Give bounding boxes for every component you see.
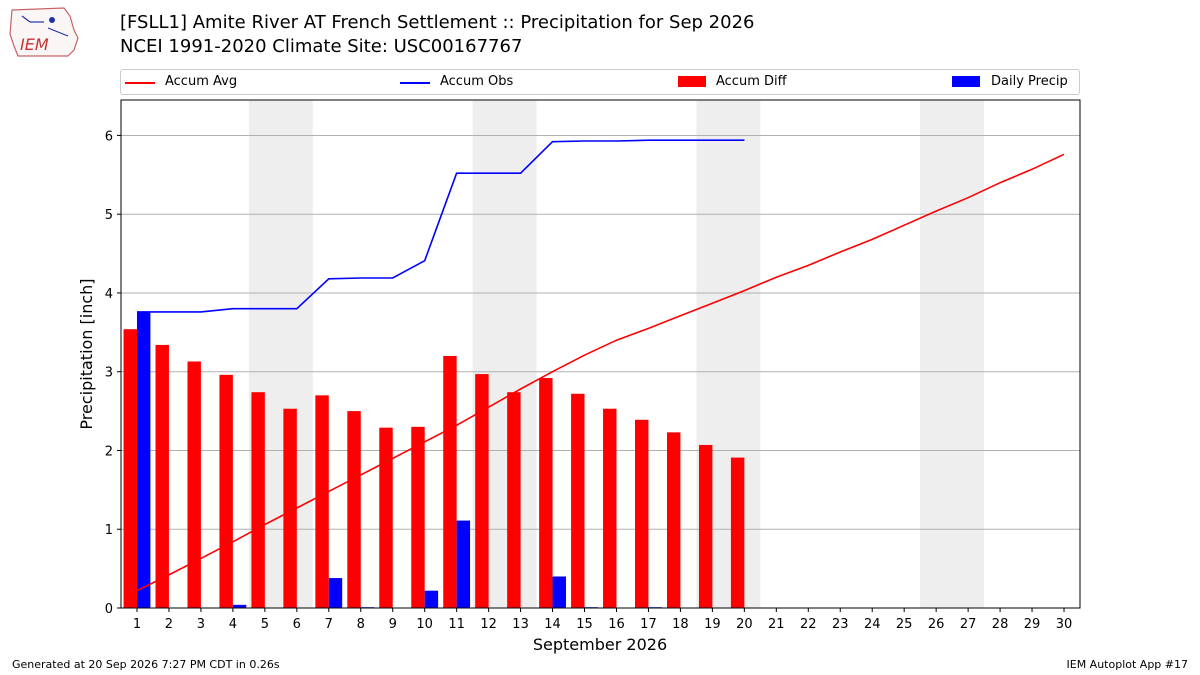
y-axis-label: Precipitation [inch] [77, 278, 96, 429]
legend-swatch-daily-precip [952, 76, 980, 87]
bar-accum-diff [475, 374, 489, 608]
x-tick-label: 24 [864, 617, 881, 632]
bar-daily-precip [456, 520, 471, 608]
x-tick-label: 22 [800, 617, 817, 632]
x-tick-label: 19 [704, 617, 721, 632]
x-tick-label: 1 [133, 617, 141, 632]
bar-accum-diff [603, 408, 617, 608]
y-tick-label: 4 [105, 287, 113, 302]
bar-daily-precip [424, 590, 439, 608]
x-tick-label: 3 [197, 617, 205, 632]
x-tick-label: 20 [736, 617, 753, 632]
bar-accum-diff [219, 374, 233, 608]
y-tick-label: 5 [105, 208, 113, 223]
bar-daily-precip [136, 311, 151, 608]
footer-generated: Generated at 20 Sep 2026 7:27 PM CDT in … [12, 658, 280, 671]
iem-logo-icon: IEM [9, 7, 79, 57]
bar-accum-diff [187, 361, 201, 608]
x-tick-label: 8 [357, 617, 365, 632]
bar-accum-diff [251, 392, 265, 608]
legend-label-daily-precip: Daily Precip [991, 74, 1068, 89]
bar-accum-diff [666, 432, 681, 608]
bar-accum-diff [347, 411, 361, 608]
bar-daily-precip [552, 576, 566, 608]
chart-legend: Accum Avg Accum Obs Accum Diff Daily Pre… [120, 69, 1080, 95]
x-tick-label: 11 [448, 617, 465, 632]
x-tick-label: 15 [576, 617, 593, 632]
bar-daily-precip [328, 578, 343, 608]
legend-swatch-accum-avg [125, 82, 155, 84]
x-tick-label: 6 [293, 617, 301, 632]
legend-swatch-accum-diff [678, 76, 706, 87]
x-tick-label: 17 [640, 617, 657, 632]
x-tick-label: 26 [928, 617, 945, 632]
line-accum-obs [137, 139, 745, 313]
x-tick-label: 16 [608, 617, 625, 632]
x-tick-label: 18 [672, 617, 689, 632]
x-tick-label: 7 [325, 617, 333, 632]
bar-accum-diff [315, 395, 329, 608]
x-tick-label: 9 [389, 617, 397, 632]
bar-accum-diff [730, 457, 745, 608]
bar-accum-diff [571, 393, 585, 608]
x-tick-label: 14 [544, 617, 561, 632]
bar-daily-precip [232, 604, 247, 608]
x-tick-label: 27 [960, 617, 977, 632]
legend-label-accum-diff: Accum Diff [716, 74, 787, 89]
x-axis-label: September 2026 [533, 635, 667, 654]
x-tick-label: 12 [480, 617, 497, 632]
chart-subtitle: NCEI 1991-2020 Climate Site: USC00167767 [120, 36, 523, 57]
x-tick-label: 21 [768, 617, 785, 632]
legend-label-accum-obs: Accum Obs [440, 74, 514, 89]
weekend-band [920, 100, 985, 608]
bar-accum-diff [379, 427, 393, 608]
x-tick-label: 10 [416, 617, 433, 632]
x-tick-label: 13 [512, 617, 529, 632]
bar-accum-diff [698, 444, 713, 608]
x-tick-label: 25 [896, 617, 913, 632]
y-tick-label: 0 [105, 602, 113, 617]
bar-accum-diff [507, 392, 521, 608]
y-tick-label: 6 [105, 129, 113, 144]
x-tick-label: 5 [261, 617, 269, 632]
bar-accum-diff [539, 378, 553, 608]
x-tick-label: 23 [832, 617, 849, 632]
x-tick-label: 2 [165, 617, 173, 632]
line-accum-avg [136, 153, 1065, 592]
footer-app: IEM Autoplot App #17 [1066, 658, 1189, 671]
bar-accum-diff [443, 355, 457, 608]
y-tick-label: 2 [105, 444, 113, 459]
x-tick-label: 28 [992, 617, 1009, 632]
iem-logo-text: IEM [20, 35, 49, 54]
legend-swatch-accum-obs [400, 82, 430, 84]
plot-frame [120, 99, 1081, 609]
bar-accum-diff [283, 408, 297, 608]
bar-accum-diff [411, 426, 425, 608]
y-tick-label: 1 [105, 523, 113, 538]
y-tick-label: 3 [105, 366, 113, 381]
legend-label-accum-avg: Accum Avg [165, 74, 238, 89]
bar-accum-diff [123, 329, 137, 608]
x-tick-label: 29 [1024, 617, 1041, 632]
x-tick-label: 4 [229, 617, 237, 632]
bar-accum-diff [155, 344, 169, 608]
chart-title: [FSLL1] Amite River AT French Settlement… [120, 12, 755, 33]
x-tick-label: 30 [1056, 617, 1073, 632]
bar-accum-diff [635, 419, 649, 608]
